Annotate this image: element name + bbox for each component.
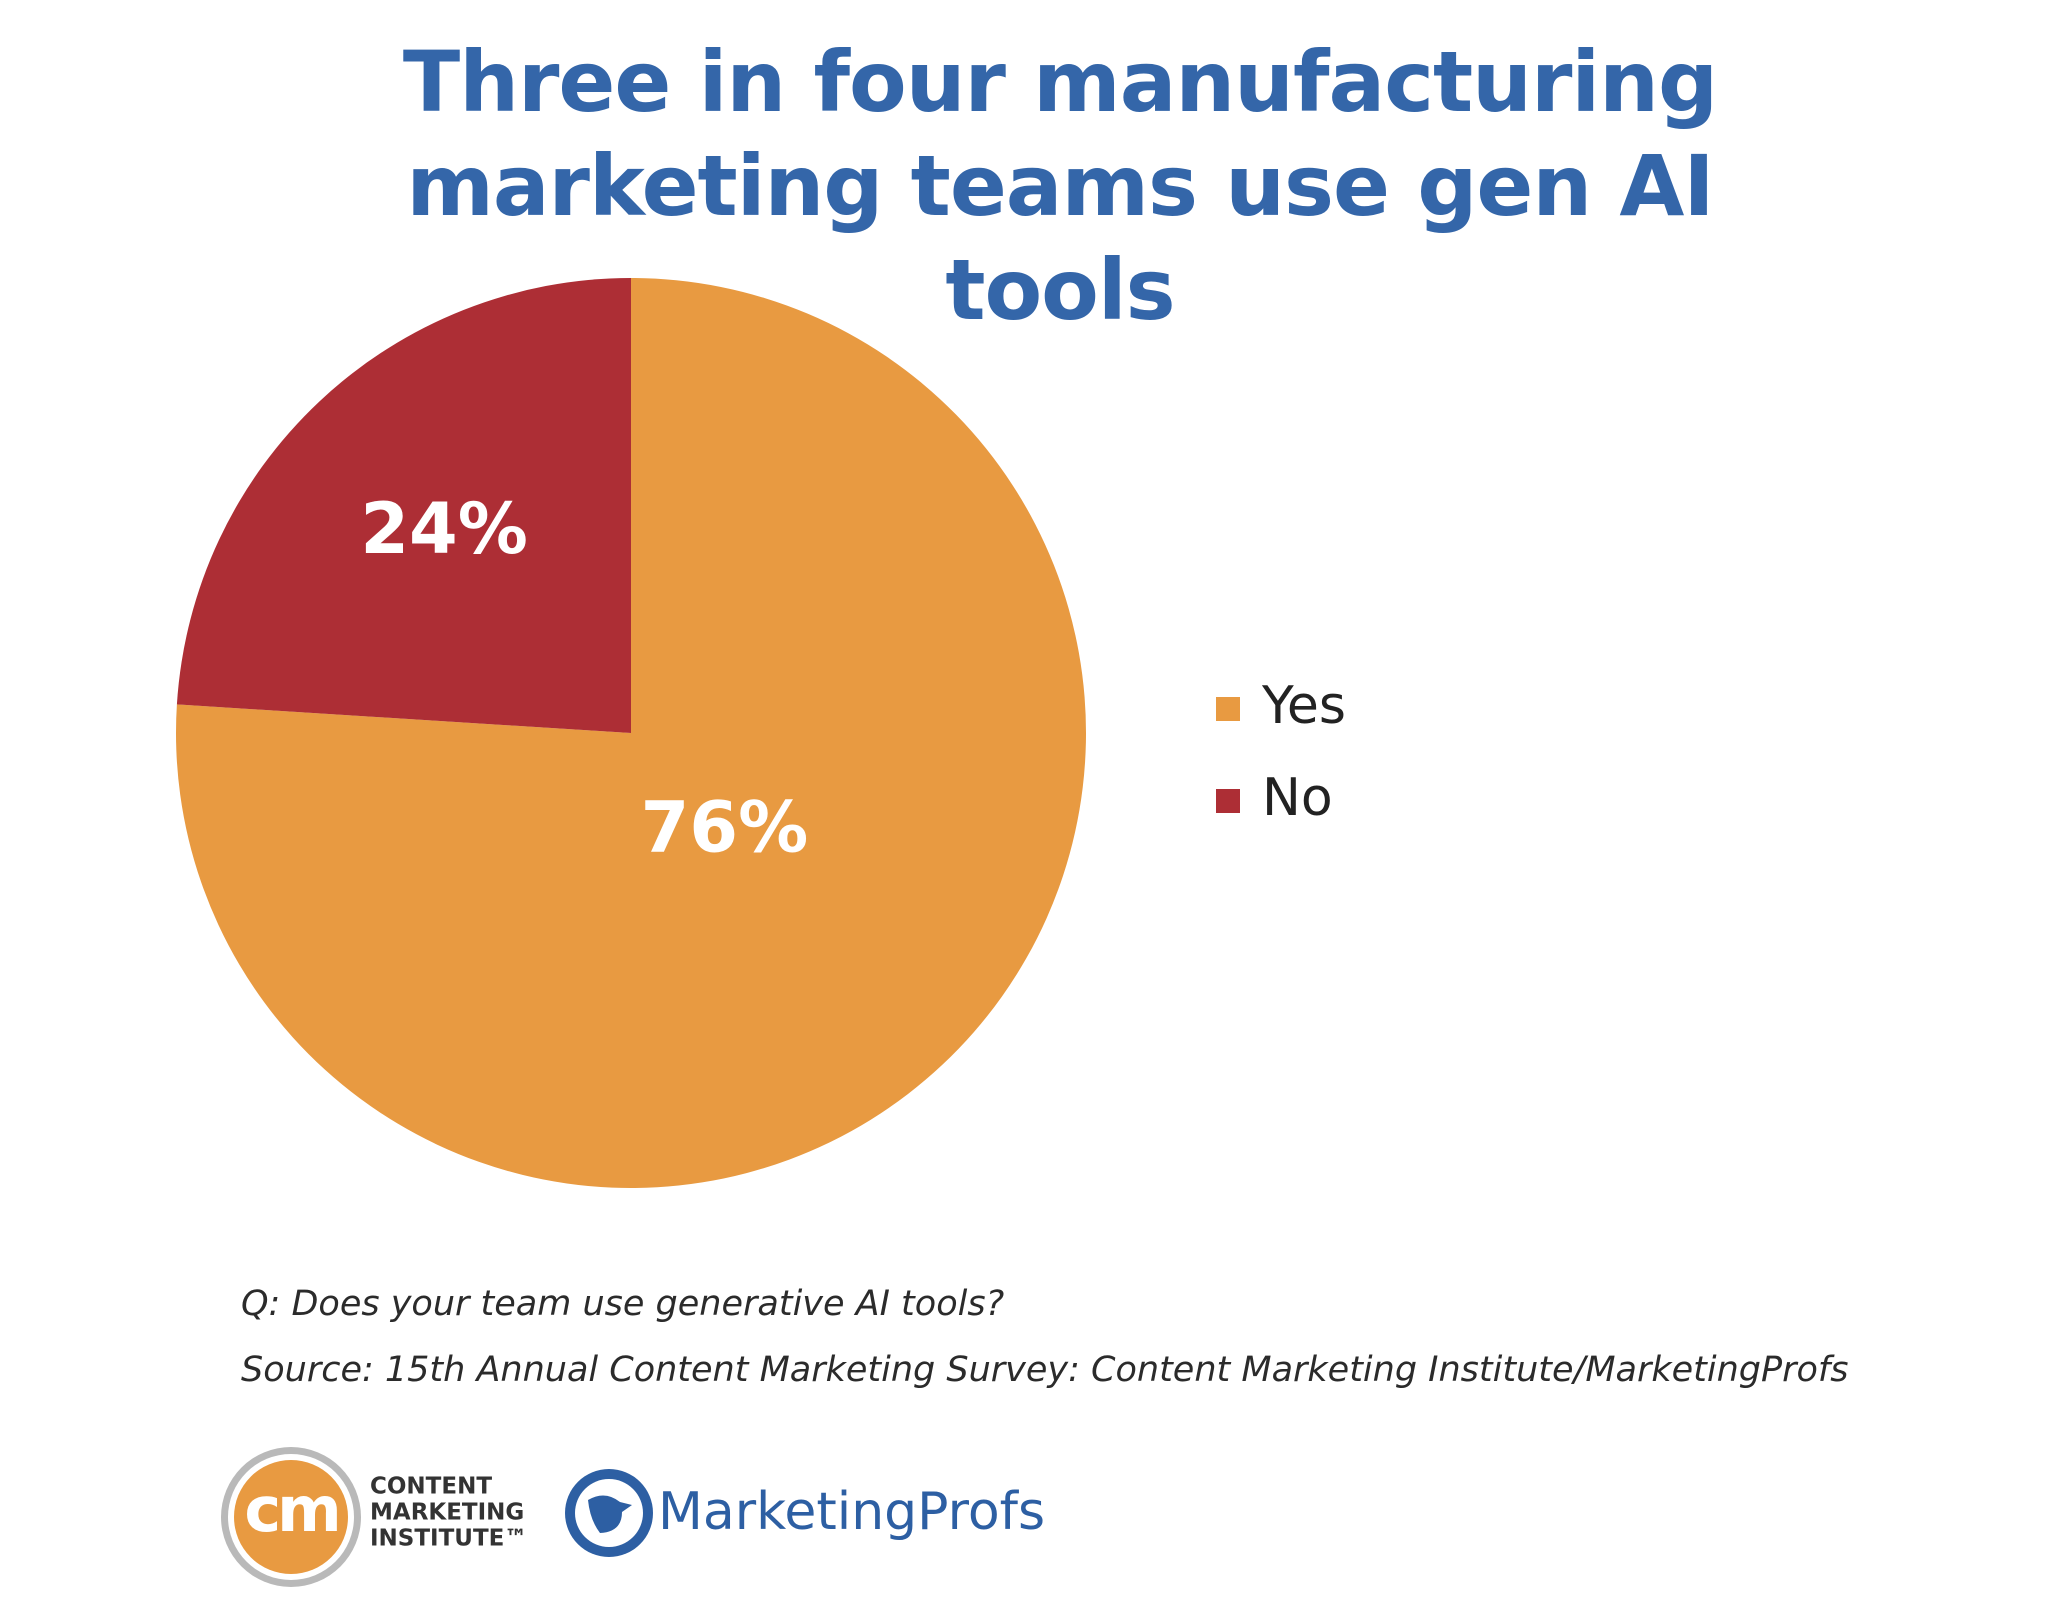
legend-swatch (1216, 789, 1240, 813)
legend-label: No (1262, 768, 1333, 828)
pie-slice (176, 278, 632, 733)
cmi-logo-text: INSTITUTE™ (370, 1526, 527, 1552)
cmi-logo-text: MARKETING (370, 1500, 524, 1526)
mp-logo-text: MarketingProfs (658, 1482, 1045, 1542)
chart-title: Three in four manufacturing marketing te… (402, 33, 1718, 339)
cmi-logo-mark: cm (244, 1473, 337, 1546)
source-note: Source: 15th Annual Content Marketing Su… (241, 1350, 1848, 1390)
data-label: 24% (360, 488, 528, 570)
legend-label: Yes (1261, 676, 1346, 736)
cmi-logo-text: CONTENT (370, 1474, 492, 1500)
cmi-logo-circle (234, 1460, 348, 1574)
data-label: 76% (641, 787, 809, 869)
legend-swatch (1216, 697, 1240, 721)
mp-logo-bird (588, 1495, 632, 1533)
question-note: Q: Does your team use generative AI tool… (241, 1284, 1004, 1324)
